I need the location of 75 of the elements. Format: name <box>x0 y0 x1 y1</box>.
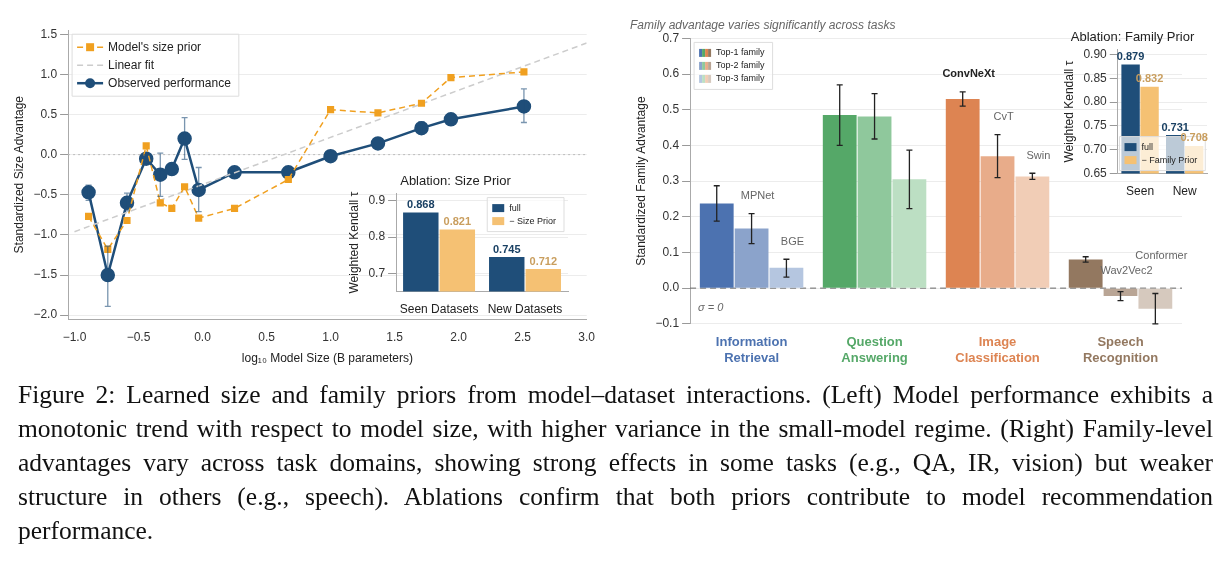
y-tick-label: −1.5 <box>33 267 58 282</box>
y-tick-label: 0.8 <box>368 229 386 244</box>
data-label: 0.821 <box>443 215 472 228</box>
y-tick-label: 0.5 <box>40 106 58 121</box>
y-axis-title: Weighted Kendall τ <box>1061 60 1076 163</box>
legend-label: full <box>509 202 521 213</box>
x-tick-label: 3.0 <box>578 329 596 344</box>
y-tick-label: 0.2 <box>662 209 680 224</box>
data-label: MPNet <box>740 189 775 202</box>
x-tick-label: Seen Datasets <box>399 302 479 317</box>
legend-label: Model's size prior <box>108 39 202 54</box>
data-label: 0.708 <box>1180 131 1208 144</box>
x-tick-label: New <box>1172 184 1198 199</box>
data-label: BGE <box>780 234 805 247</box>
y-tick-label: 0.65 <box>1083 165 1108 180</box>
data-label: 0.731 <box>1161 120 1189 133</box>
x-axis-title: log₁₀ Model Size (B parameters) <box>241 351 413 366</box>
y-tick-label: 1.0 <box>40 66 58 81</box>
data-label: 0.745 <box>492 242 521 255</box>
data-label: 0.868 <box>407 198 435 211</box>
y-tick-label: 0.6 <box>662 66 680 81</box>
caption: Figure 2: Learned size and family priors from model–dataset interactions. (Left) Model performance exhibits a monotonic trend with respect to model size, with higher variance in the small-model regime. (Right) Family-level advantages vary across task domains, showing strong effects in some tasks (e.g., QA, IR, vision) but weaker structure in others (e.g., speech). Ablations confirm that both priors contribute to model recommendation performance. <box>18 379 1213 547</box>
y-tick-label: 0.7 <box>662 30 680 45</box>
legend-label: Observed performance <box>108 75 232 90</box>
ref-line-label: σ = 0 <box>698 300 725 313</box>
chart-subtitle: Family advantage varies significantly across tasks <box>630 17 896 32</box>
y-tick-label: −0.1 <box>655 316 680 331</box>
legend-label: − Family Prior <box>1141 154 1198 165</box>
y-tick-label: 0.75 <box>1083 118 1108 133</box>
y-tick-label: 0.70 <box>1083 142 1108 157</box>
y-tick-label: 0.85 <box>1083 70 1108 85</box>
x-tick-label: Image Classification <box>955 334 1040 365</box>
y-axis-title: Standardized Size Advantage <box>11 95 26 254</box>
y-tick-label: 0.3 <box>662 173 680 188</box>
data-label: Conformer <box>1135 249 1188 262</box>
x-tick-label: Seen <box>1126 184 1155 199</box>
y-tick-label: 0.7 <box>368 265 386 280</box>
x-tick-label: Information Retrieval <box>715 334 788 365</box>
x-tick-label: Speech Recognition <box>1082 334 1159 365</box>
data-label: 0.879 <box>1116 49 1145 62</box>
y-tick-label: −1.0 <box>33 227 58 242</box>
x-tick-label: 0.5 <box>258 329 276 344</box>
y-tick-label: 0.90 <box>1083 46 1108 61</box>
y-axis-title: Weighted Kendall τ <box>346 191 361 294</box>
x-tick-label: 1.5 <box>386 329 404 344</box>
chart-title: Ablation: Family Prior <box>1070 29 1195 45</box>
y-tick-label: 0.5 <box>662 102 680 117</box>
y-tick-label: −2.0 <box>33 307 58 322</box>
x-tick-label: 2.5 <box>514 329 532 344</box>
legend-label: Linear fit <box>108 57 155 72</box>
legend-label: Top-3 family <box>716 73 766 84</box>
x-tick-label: 1.0 <box>322 329 340 344</box>
y-tick-label: 0.0 <box>40 146 58 161</box>
legend-label: Top-1 family <box>716 47 766 58</box>
y-tick-label: 0.0 <box>662 280 680 295</box>
legend-label: full <box>1141 141 1154 152</box>
legend-label: − Size Prior <box>509 215 557 226</box>
data-label: 0.712 <box>529 254 558 267</box>
x-tick-label: New Datasets <box>487 302 563 317</box>
y-tick-label: 1.5 <box>40 26 58 41</box>
y-axis-title: Standardized Family Advantage <box>633 96 648 266</box>
chart-title: Ablation: Size Prior <box>400 173 512 189</box>
y-tick-label: 0.1 <box>662 244 680 259</box>
x-tick-label: Question Answering <box>841 334 908 365</box>
x-tick-label: 0.0 <box>194 329 212 344</box>
y-tick-label: 0.4 <box>662 137 680 152</box>
x-tick-label: 2.0 <box>450 329 468 344</box>
x-tick-label: −0.5 <box>126 329 151 344</box>
y-tick-label: 0.9 <box>368 193 386 208</box>
data-label: CvT <box>993 110 1014 123</box>
legend-label: Top-2 family <box>716 60 766 71</box>
x-tick-label: −1.0 <box>62 329 87 344</box>
data-label: Swin <box>1026 148 1051 161</box>
data-label: ConvNeXt <box>942 67 996 80</box>
y-tick-label: 0.80 <box>1083 94 1108 109</box>
